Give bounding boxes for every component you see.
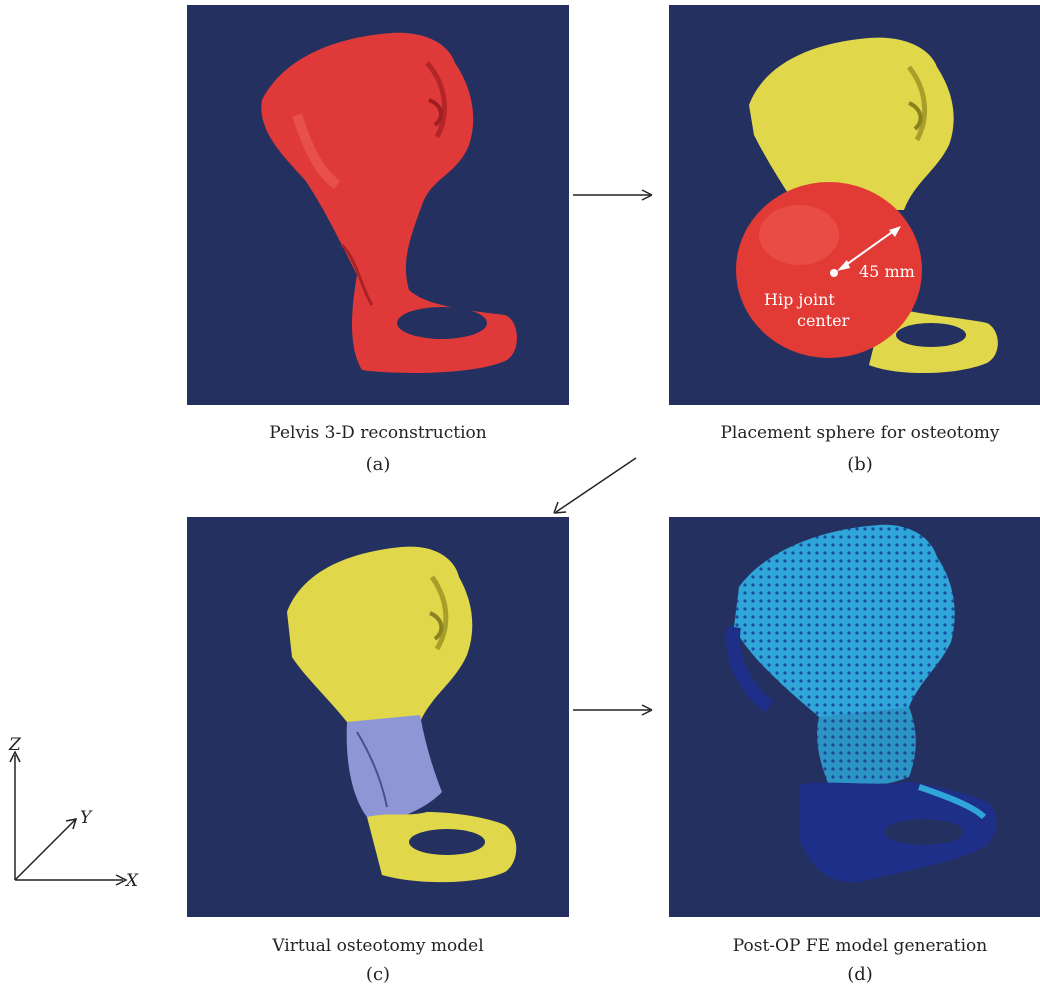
label-a: (a) (365, 454, 391, 475)
arrow-b-to-c (555, 457, 637, 513)
hip-joint-center-dot (830, 269, 838, 277)
fe-mesh-middle (817, 701, 916, 787)
caption-a: Pelvis 3-D reconstruction (269, 423, 487, 443)
radius-label: 45 mm (859, 262, 915, 281)
axis-z-label: Z (8, 735, 22, 755)
caption-b: Placement sphere for osteotomy (720, 423, 1000, 443)
axis-y-label: Y (80, 808, 93, 828)
hip-joint-center-label-line2: center (797, 311, 850, 330)
osteotomy-segment (346, 715, 442, 817)
pelvis-yellow-lower (367, 812, 517, 883)
caption-d: Post-OP FE model generation (732, 936, 988, 956)
axis-x-label: X (124, 871, 139, 891)
fe-mesh-lower (799, 782, 997, 883)
label-b: (b) (847, 454, 873, 475)
fe-mesh-upper (726, 524, 955, 717)
panel-d-fe-model (669, 517, 1040, 917)
coordinate-axes (9, 750, 128, 886)
sphere-highlight (759, 205, 839, 265)
panel-a-pelvis-reconstruction (187, 5, 569, 405)
label-d: (d) (847, 964, 873, 985)
panel-c-virtual-osteotomy (187, 517, 569, 917)
pelvis-yellow-upper (287, 546, 473, 722)
pelvis-red-model (261, 32, 517, 373)
placement-sphere (736, 182, 922, 358)
panel-b-placement-sphere: 45 mm Hip joint center (669, 5, 1040, 405)
hip-joint-center-label-line1: Hip joint (764, 290, 835, 309)
caption-c: Virtual osteotomy model (272, 936, 484, 956)
radius-arrow (837, 226, 901, 271)
label-c: (c) (365, 964, 391, 985)
